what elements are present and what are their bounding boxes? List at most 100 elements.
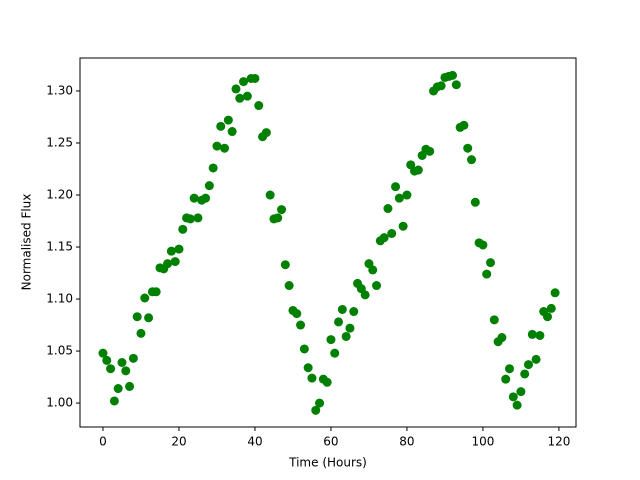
x-tick-label: 100 <box>471 435 494 449</box>
point <box>383 204 393 214</box>
point <box>425 146 435 156</box>
point <box>451 80 461 90</box>
point <box>204 181 214 191</box>
point <box>231 84 241 94</box>
point <box>505 364 515 374</box>
point <box>546 303 556 313</box>
point <box>261 128 271 138</box>
point <box>322 377 332 387</box>
point <box>489 315 499 325</box>
point <box>212 141 222 151</box>
y-tick-label: 1.15 <box>46 240 73 254</box>
y-axis-label: Normalised Flux <box>20 194 34 291</box>
point <box>170 257 180 267</box>
point <box>345 323 355 333</box>
point <box>311 405 321 415</box>
x-tick-label: 40 <box>247 435 262 449</box>
point <box>223 115 233 125</box>
point <box>391 182 401 192</box>
x-tick-label: 0 <box>99 435 107 449</box>
point <box>216 121 226 131</box>
y-tick-label: 1.20 <box>46 188 73 202</box>
point <box>349 307 359 317</box>
point <box>273 213 283 223</box>
point <box>98 348 108 358</box>
point <box>178 224 188 234</box>
point <box>132 312 142 322</box>
y-tick-label: 1.10 <box>46 292 73 306</box>
point <box>265 190 275 200</box>
point <box>121 366 131 376</box>
point <box>550 288 560 298</box>
point <box>174 244 184 254</box>
point <box>166 246 176 256</box>
point <box>315 398 325 408</box>
point <box>242 91 252 101</box>
point <box>117 358 127 368</box>
point <box>277 205 287 215</box>
point <box>296 320 306 330</box>
point <box>334 317 344 327</box>
point <box>470 197 480 207</box>
x-tick-label: 80 <box>399 435 414 449</box>
point <box>254 101 264 111</box>
y-tick-label: 1.00 <box>46 396 73 410</box>
point <box>379 233 389 243</box>
point <box>144 313 154 323</box>
point <box>337 304 347 314</box>
point <box>341 331 351 341</box>
y-tick-label: 1.25 <box>46 135 73 149</box>
point <box>516 387 526 397</box>
point <box>235 93 245 103</box>
point <box>436 81 446 91</box>
point <box>250 73 260 83</box>
point <box>125 381 135 391</box>
point <box>193 213 203 223</box>
point <box>106 364 116 374</box>
point <box>136 328 146 338</box>
point <box>459 120 469 130</box>
point <box>284 281 294 291</box>
point <box>227 127 237 137</box>
point <box>543 312 553 322</box>
point <box>508 392 518 402</box>
point <box>394 193 404 203</box>
point <box>326 335 336 345</box>
point <box>527 329 537 339</box>
point <box>128 353 138 363</box>
point <box>531 354 541 364</box>
point <box>512 400 522 410</box>
point <box>520 369 530 379</box>
point <box>185 214 195 224</box>
point <box>303 363 313 373</box>
point <box>413 165 423 175</box>
y-tick-label: 1.30 <box>46 83 73 97</box>
point <box>151 287 161 297</box>
point <box>280 260 290 270</box>
point <box>239 77 249 87</box>
point <box>299 344 309 354</box>
x-tick-label: 60 <box>323 435 338 449</box>
point <box>372 281 382 291</box>
point <box>189 193 199 203</box>
point <box>113 384 123 394</box>
y-tick-label: 1.05 <box>46 344 73 358</box>
x-tick-label: 20 <box>171 435 186 449</box>
point <box>330 348 340 358</box>
point <box>163 259 173 269</box>
x-axis-label: Time (Hours) <box>288 456 367 470</box>
point <box>109 396 119 406</box>
point <box>478 240 488 250</box>
point <box>307 373 317 383</box>
point <box>467 155 477 165</box>
x-tick-label: 120 <box>547 435 570 449</box>
point <box>208 163 218 173</box>
point <box>398 221 408 231</box>
point <box>368 265 378 275</box>
point <box>402 190 412 200</box>
point <box>360 290 370 300</box>
point <box>201 193 211 203</box>
point <box>497 333 507 343</box>
point <box>486 258 496 268</box>
